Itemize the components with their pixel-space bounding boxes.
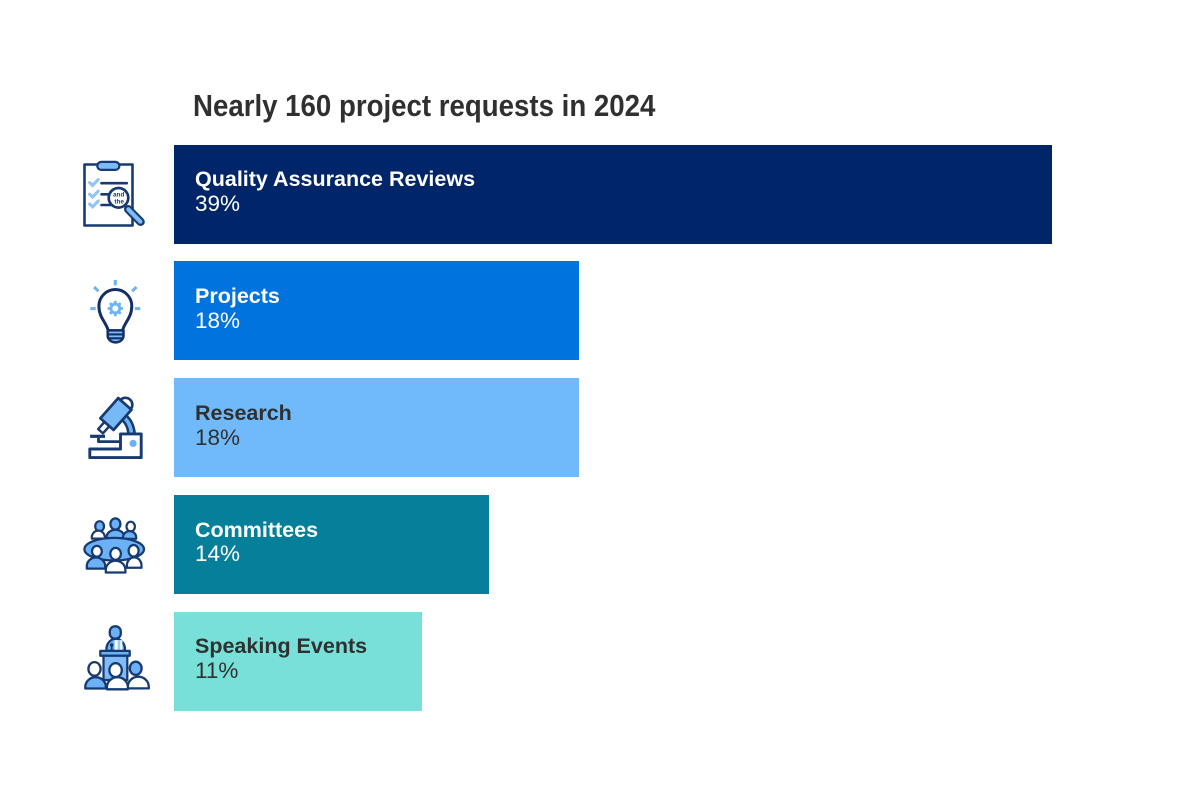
svg-text:the: the [114, 199, 124, 206]
svg-text:and: and [113, 192, 124, 199]
